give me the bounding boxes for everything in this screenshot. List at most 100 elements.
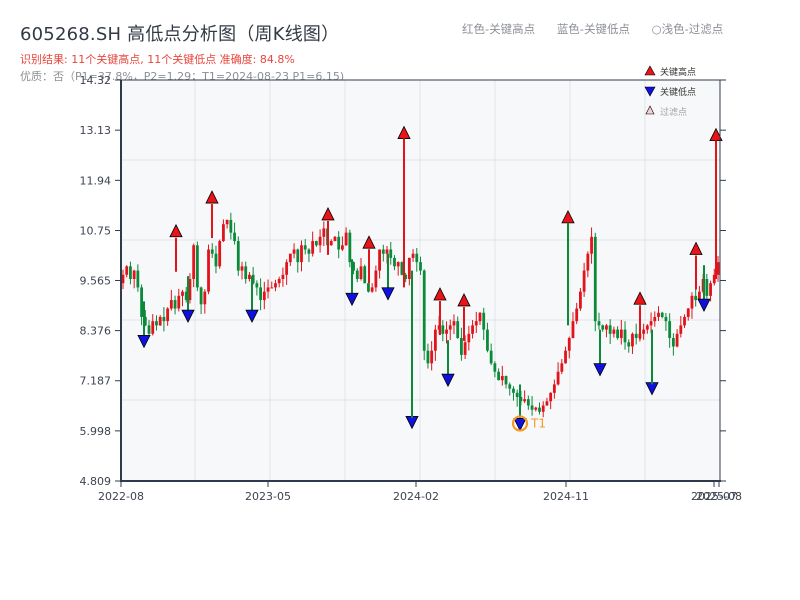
candle-body: [675, 333, 679, 347]
y-tick-label: 4.809: [80, 475, 112, 488]
result-summary: 识别结果: 11个关键高点, 11个关键低点 准确度: 84.8%: [20, 53, 295, 66]
key-low-marker: [245, 309, 259, 323]
candle-body: [210, 249, 214, 254]
t1-label: T1: [530, 416, 546, 430]
candle-body: [274, 283, 277, 288]
candle-body: [207, 249, 210, 292]
candle-body: [579, 291, 582, 309]
candle-body: [192, 245, 196, 280]
candle-body: [270, 287, 274, 289]
candle-body: [452, 321, 456, 326]
candle-body: [534, 407, 538, 410]
candle-body: [623, 329, 627, 343]
candle-body: [344, 232, 348, 246]
candle-body: [508, 384, 512, 389]
candle-body: [296, 249, 300, 263]
candle-body: [352, 262, 355, 271]
x-tick-label: 2025-07: [691, 490, 737, 503]
candle-body: [333, 236, 337, 242]
candle-body: [660, 312, 664, 317]
candle-body: [400, 262, 404, 275]
candle-body: [474, 321, 478, 326]
candle-body: [515, 392, 519, 398]
candle-body: [642, 329, 646, 334]
candle-body: [229, 219, 233, 233]
candle-body: [281, 274, 285, 280]
candle-body: [500, 375, 504, 381]
candle-body: [560, 363, 564, 372]
candle-body: [489, 350, 493, 364]
candle-body: [538, 407, 541, 412]
candle-body: [463, 342, 467, 355]
candle-body: [679, 325, 683, 334]
candle-body: [121, 274, 125, 284]
candle-body: [169, 300, 173, 309]
y-tick-label: 13.13: [80, 124, 112, 137]
x-tick-label: 2024-11: [543, 490, 589, 503]
candle-body: [381, 249, 385, 254]
legend-filtered-label: 过滤点: [660, 106, 687, 118]
y-axis-ticks: 4.809 5.998 7.187 8.376 9.565 10.75 11.94 13.13…: [80, 74, 726, 488]
key-low-marker: [593, 363, 607, 377]
candle-body: [151, 321, 155, 334]
candle-body: [225, 219, 229, 225]
candle-body: [419, 262, 422, 271]
candle-body: [359, 266, 363, 280]
key-high-marker: [633, 291, 647, 305]
low-marker-legend-icon: [644, 86, 656, 97]
candle-body: [671, 338, 675, 347]
candle-body: [125, 266, 129, 275]
candle-body: [433, 329, 437, 351]
candle-body: [631, 333, 634, 347]
candle-body: [266, 287, 270, 292]
x-axis-ticks: 2022-08 2023-05 2024-02 2024-11 2025-072025-…: [98, 481, 742, 503]
candle-body: [393, 257, 396, 267]
candle-body: [567, 338, 571, 351]
candle-body: [430, 350, 434, 364]
candle-body: [255, 283, 259, 288]
candle-body: [445, 329, 448, 334]
candle-body: [285, 262, 289, 275]
candle-body: [486, 329, 489, 351]
candle-body: [530, 405, 534, 410]
key-low-marker: [441, 373, 455, 388]
y-tick-label: 5.998: [80, 425, 112, 438]
candle-body: [608, 325, 612, 334]
candle-body: [311, 241, 315, 254]
key-high-marker: [321, 207, 335, 221]
candle-body: [367, 283, 370, 292]
legend-high-label: 关键高点: [660, 66, 696, 78]
candle-body: [471, 325, 474, 334]
candle-body: [482, 312, 486, 330]
candle-body: [716, 262, 720, 275]
candle-body: [709, 283, 712, 296]
y-tick-label: 9.565: [80, 274, 112, 287]
x-tick-label: 2024-02: [393, 490, 439, 503]
candle-body: [456, 321, 460, 339]
candle-body: [341, 245, 344, 250]
candle-body: [181, 291, 184, 296]
candle-body: [259, 287, 262, 301]
x-tick-label: 2025-08: [696, 490, 742, 503]
candle-body: [199, 287, 203, 305]
candle-body: [337, 236, 341, 250]
candle-body: [407, 257, 411, 280]
candle-body: [552, 384, 556, 393]
candle-body: [251, 274, 255, 284]
high-marker-legend-icon: [644, 65, 656, 76]
candle-body: [504, 375, 508, 385]
candle-body: [218, 241, 222, 267]
key-high-marker: [689, 241, 703, 255]
candle-body: [389, 249, 393, 258]
candle-body: [203, 291, 207, 305]
candle-body: [698, 291, 701, 301]
key-high-marker: [433, 287, 447, 301]
key-low-marker: [137, 335, 151, 349]
candle-body: [214, 253, 218, 267]
candle-body: [448, 325, 452, 330]
candle-body: [690, 295, 694, 309]
candle-body: [571, 321, 575, 339]
candle-body: [556, 371, 560, 385]
candle-body: [195, 245, 199, 288]
candle-body: [664, 316, 668, 322]
